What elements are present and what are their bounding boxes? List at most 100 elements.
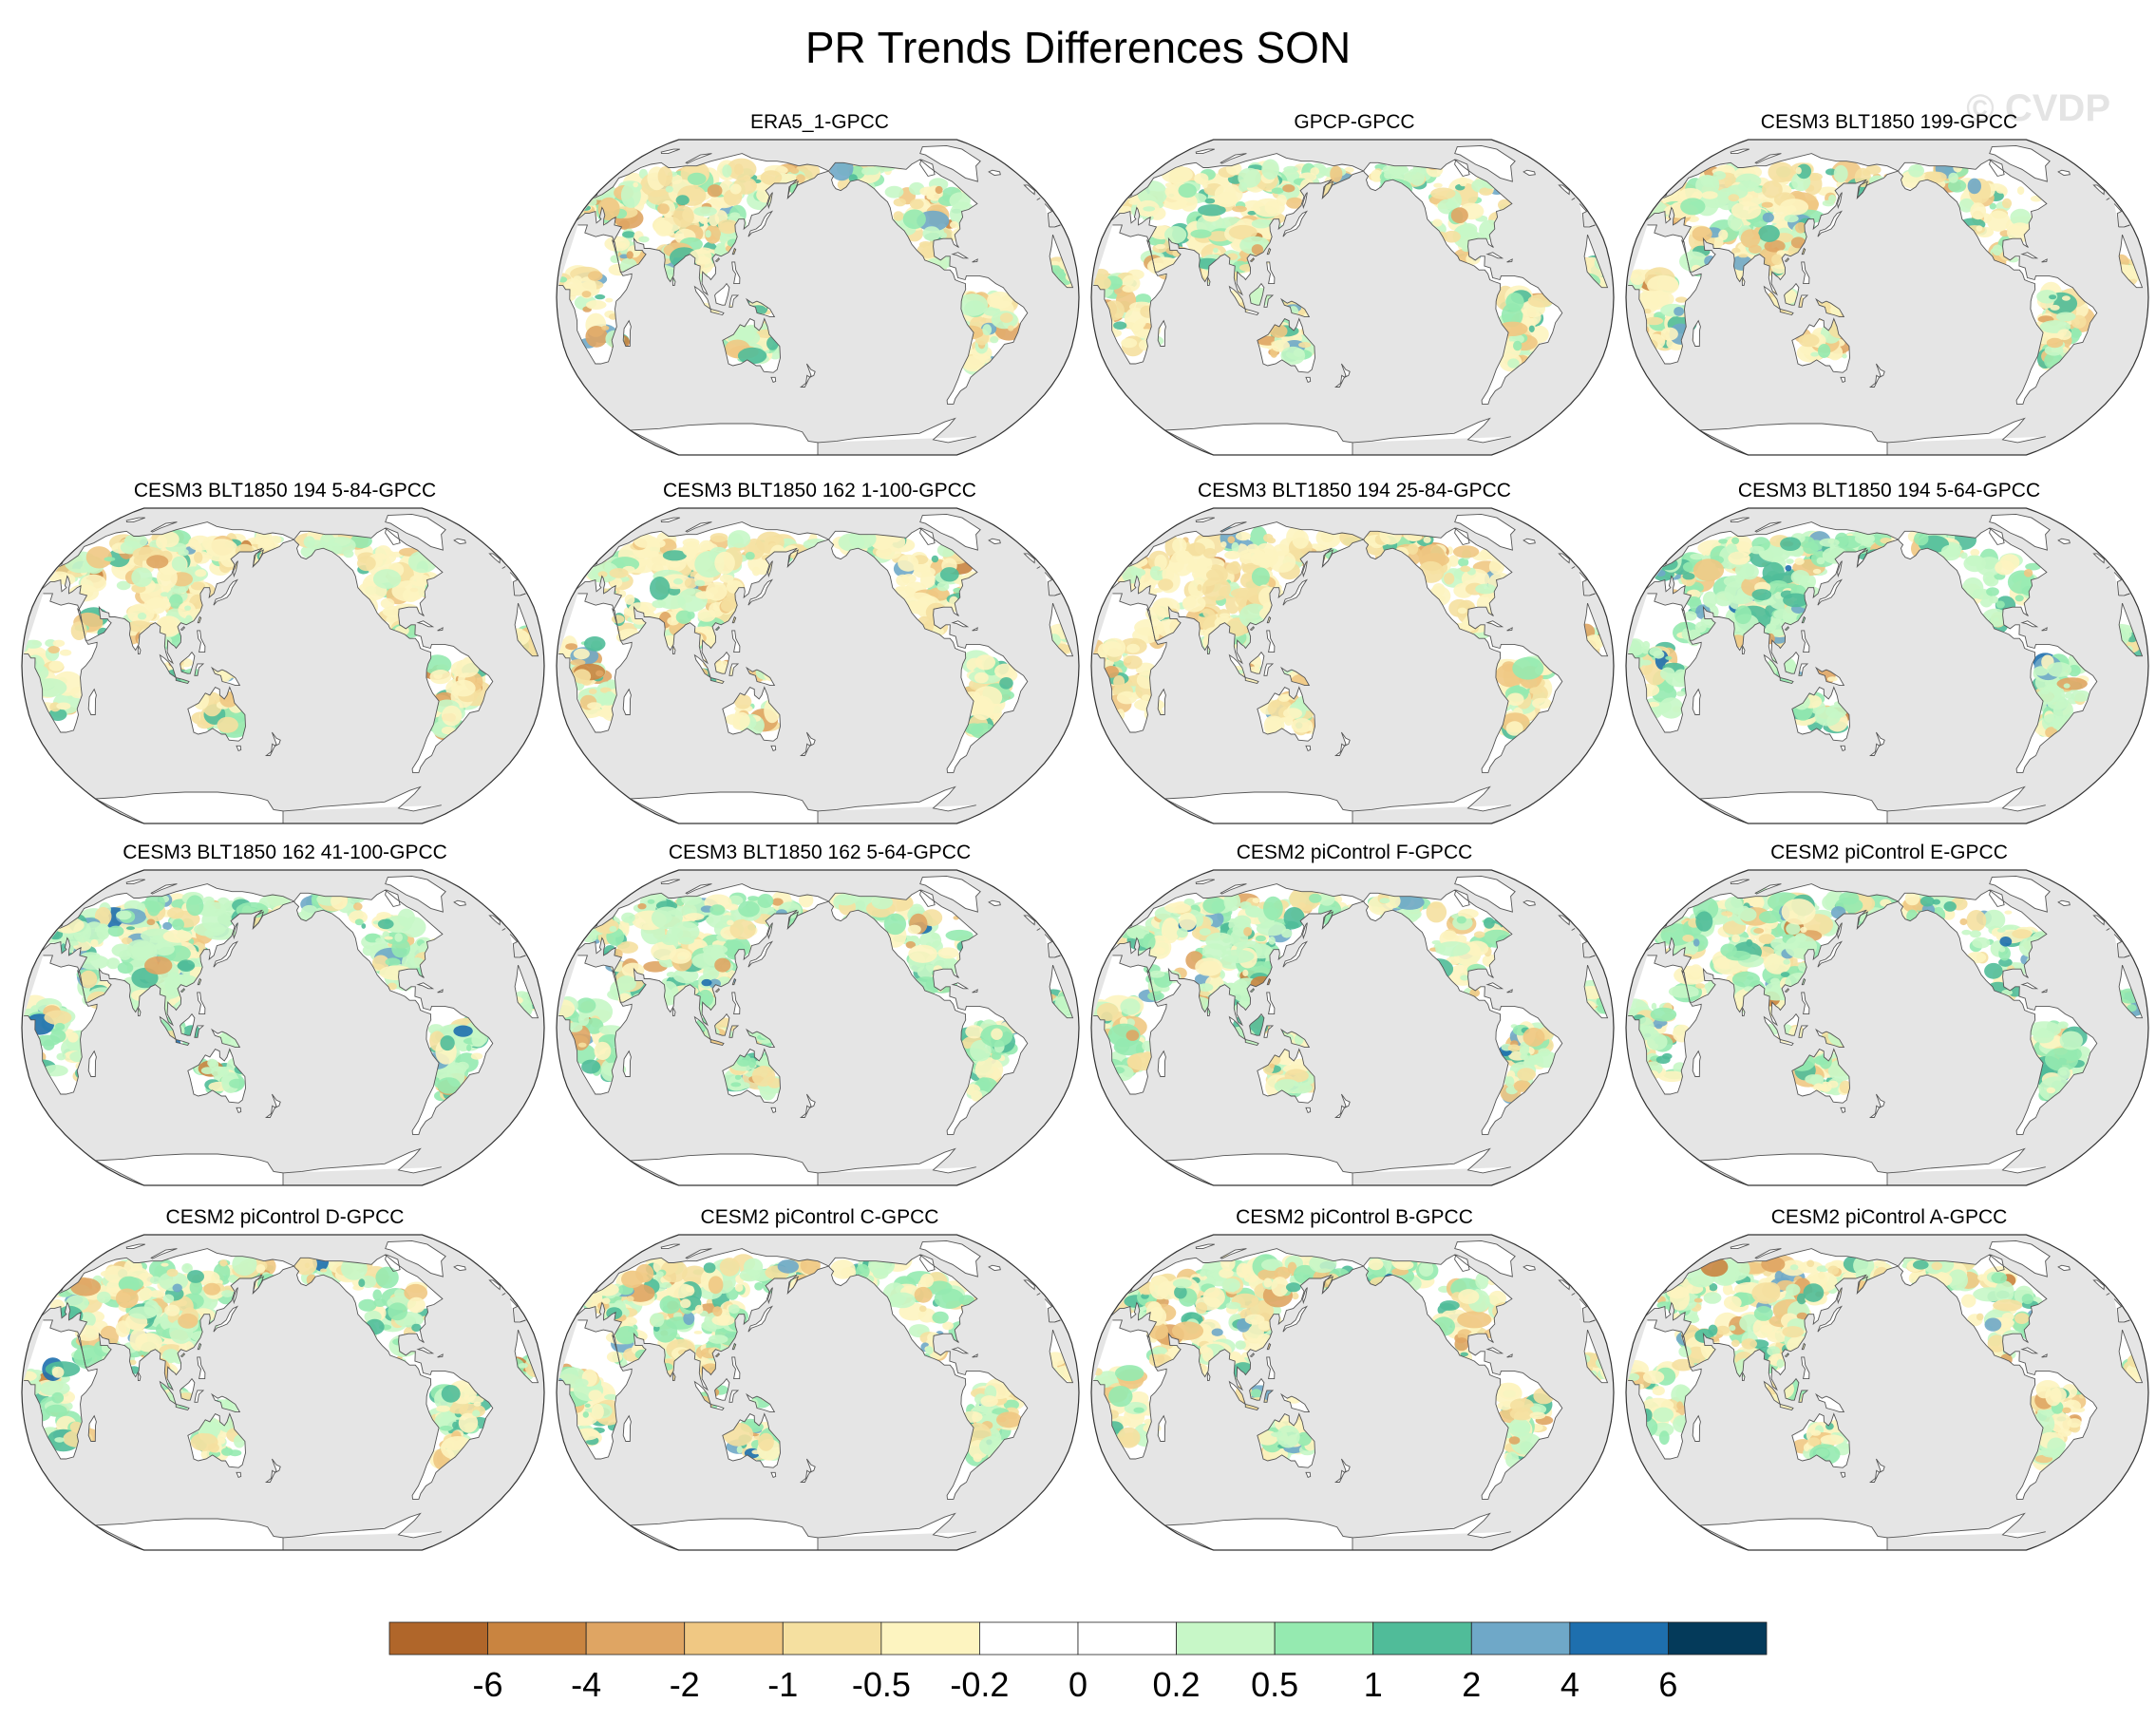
robinson-map <box>556 1234 1080 1551</box>
colorbar-tick-label: -6 <box>473 1665 503 1704</box>
coastlines <box>558 1239 1074 1550</box>
colorbar-tick-label: -4 <box>571 1665 601 1704</box>
coastlines <box>1628 875 2144 1185</box>
map-panel: CESM2 piControl C-GPCC <box>554 1203 1086 1555</box>
map-panel: GPCP-GPCC <box>1088 108 1620 460</box>
colorbar-swatch <box>1077 1621 1177 1656</box>
coastlines <box>1093 513 1609 823</box>
panel-title: CESM3 BLT1850 162 5-64-GPCC <box>668 842 972 863</box>
colorbar-tick-label: -0.2 <box>950 1665 1009 1704</box>
coastlines <box>558 144 1074 455</box>
robinson-map <box>1090 869 1615 1186</box>
coastlines <box>24 875 539 1185</box>
map-panel: CESM2 piControl A-GPCC <box>1623 1203 2155 1555</box>
map-panel: CESM3 BLT1850 162 5-64-GPCC <box>554 839 1086 1190</box>
coastlines <box>1093 1239 1609 1550</box>
panel-title: CESM3 BLT1850 194 5-64-GPCC <box>1737 480 2041 501</box>
colorbar-swatch <box>684 1621 784 1656</box>
colorbar-swatch <box>585 1621 686 1656</box>
panel-title: CESM2 piControl E-GPCC <box>1770 842 2008 863</box>
map-outline <box>1625 1234 2149 1551</box>
panel-title: CESM3 BLT1850 199-GPCC <box>1760 111 2018 133</box>
colorbar-swatch <box>1569 1621 1669 1656</box>
colorbar-tick-label: 1 <box>1364 1665 1383 1704</box>
figure-title: PR Trends Differences SON <box>804 23 1352 72</box>
coastlines <box>1628 1239 2144 1550</box>
map-panel: ERA5_1-GPCC <box>554 108 1086 460</box>
robinson-map <box>1625 507 2149 824</box>
colorbar-tick-label: -2 <box>670 1665 700 1704</box>
coastlines <box>558 875 1074 1185</box>
colorbar-tick-label: -0.5 <box>852 1665 911 1704</box>
robinson-map <box>556 869 1080 1186</box>
robinson-map <box>1625 139 2149 456</box>
colorbar-tick-label: 6 <box>1658 1665 1677 1704</box>
map-outline <box>1090 869 1615 1186</box>
colorbar-tick-label: 0.5 <box>1251 1665 1298 1704</box>
panel-title: ERA5_1-GPCC <box>750 111 889 133</box>
panel-title: CESM2 piControl B-GPCC <box>1236 1206 1473 1228</box>
colorbar-tick-label: 0 <box>1069 1665 1087 1704</box>
robinson-map <box>1625 1234 2149 1551</box>
map-outline <box>1625 869 2149 1186</box>
map-outline <box>21 869 545 1186</box>
robinson-map <box>556 139 1080 456</box>
panel-title: CESM2 piControl C-GPCC <box>700 1206 939 1228</box>
coastlines <box>558 513 1074 823</box>
panel-title: CESM2 piControl F-GPCC <box>1236 842 1473 863</box>
robinson-map <box>21 869 545 1186</box>
colorbar-tick-label: 4 <box>1560 1665 1579 1704</box>
coastlines <box>1093 875 1609 1185</box>
map-panel: CESM2 piControl D-GPCC <box>19 1203 551 1555</box>
colorbar-swatch <box>880 1621 980 1656</box>
colorbar-swatch <box>1668 1621 1768 1656</box>
map-panel: CESM3 BLT1850 199-GPCC <box>1623 108 2155 460</box>
colorbar-swatch <box>487 1621 587 1656</box>
robinson-map <box>556 507 1080 824</box>
colorbar-swatch <box>388 1621 488 1656</box>
panel-title: CESM3 BLT1850 162 1-100-GPCC <box>663 480 976 501</box>
robinson-map <box>1090 507 1615 824</box>
panel-title: CESM3 BLT1850 162 41-100-GPCC <box>123 842 447 863</box>
robinson-map <box>1090 1234 1615 1551</box>
map-panel: CESM3 BLT1850 162 41-100-GPCC <box>19 839 551 1190</box>
robinson-map <box>1625 869 2149 1186</box>
coastlines <box>1628 144 2144 455</box>
panel-title: CESM2 piControl D-GPCC <box>165 1206 405 1228</box>
panel-title: GPCP-GPCC <box>1294 111 1415 133</box>
robinson-map <box>21 1234 545 1551</box>
panel-title: CESM2 piControl A-GPCC <box>1770 1206 2008 1228</box>
cvdp-watermark: © CVDP <box>1966 87 2110 129</box>
colorbar-swatch <box>1372 1621 1472 1656</box>
robinson-map <box>21 507 545 824</box>
map-outline <box>556 869 1080 1186</box>
colorbar-tick-label: 2 <box>1462 1665 1481 1704</box>
colorbar-tick-label: -1 <box>767 1665 798 1704</box>
map-panel: CESM2 piControl B-GPCC <box>1088 1203 1620 1555</box>
colorbar-swatch <box>979 1621 1079 1656</box>
panel-title: CESM3 BLT1850 194 25-84-GPCC <box>1198 480 1511 501</box>
map-panel: CESM3 BLT1850 194 5-84-GPCC <box>19 477 551 828</box>
map-panel: CESM3 BLT1850 162 1-100-GPCC <box>554 477 1086 828</box>
map-panel: CESM3 BLT1850 194 5-64-GPCC <box>1623 477 2155 828</box>
coastlines <box>24 513 539 823</box>
map-outline <box>1625 507 2149 824</box>
map-outline <box>556 507 1080 824</box>
coastlines <box>1628 513 2144 823</box>
map-outline <box>556 139 1080 456</box>
colorbar-tick-label: 0.2 <box>1153 1665 1201 1704</box>
map-outline <box>1090 507 1615 824</box>
coastlines <box>24 1239 539 1550</box>
panel-title: CESM3 BLT1850 194 5-84-GPCC <box>133 480 437 501</box>
map-outline <box>21 507 545 824</box>
colorbar-swatch <box>1176 1621 1276 1656</box>
map-panel: CESM3 BLT1850 194 25-84-GPCC <box>1088 477 1620 828</box>
map-outline <box>21 1234 545 1551</box>
colorbar-swatch <box>782 1621 882 1656</box>
colorbar-swatch <box>1274 1621 1374 1656</box>
robinson-map <box>1090 139 1615 456</box>
map-outline <box>1090 139 1615 456</box>
map-panel: CESM2 piControl E-GPCC <box>1623 839 2155 1190</box>
map-panel: CESM2 piControl F-GPCC <box>1088 839 1620 1190</box>
map-outline <box>1090 1234 1615 1551</box>
